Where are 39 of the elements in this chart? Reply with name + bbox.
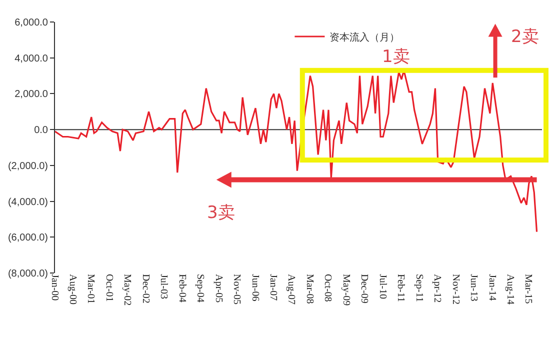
annotation: 1卖 — [382, 47, 410, 67]
y-tick-label: (6,000.0) — [8, 232, 48, 244]
x-tick-label: Mar-15 — [522, 274, 534, 304]
y-tick-label: (4,000.0) — [8, 196, 48, 208]
y-tick-label: 4,000.0 — [14, 53, 48, 64]
x-tick-label: Oct-01 — [103, 274, 114, 302]
x-tick-label: Oct-08 — [322, 274, 334, 302]
x-tick-label: Jul-10 — [376, 274, 388, 299]
x-tick-label: May-09 — [340, 274, 352, 306]
y-tick-label: (2,000.0) — [8, 160, 48, 172]
x-tick-label: Mar-01 — [85, 274, 96, 304]
annotation: 3卖 — [207, 203, 235, 223]
x-tick-label: Jan-00 — [48, 274, 60, 301]
x-tick-label: Jan-07 — [268, 274, 279, 301]
x-tick-label: Jan-14 — [486, 274, 498, 301]
x-tick-label: Dec-09 — [358, 274, 370, 304]
annotation: 2卖 — [511, 27, 539, 47]
y-tick-label: 6,000.0 — [14, 18, 48, 28]
x-tick-label: Mar-08 — [304, 274, 315, 304]
x-tick-label: Aug-00 — [66, 274, 78, 305]
x-tick-label: Aug-14 — [504, 274, 516, 305]
x-tick-label: Dec-02 — [140, 274, 151, 304]
legend-label: 资本流入（月） — [330, 31, 400, 44]
x-tick-label: Jul-03 — [158, 274, 170, 299]
x-tick-label: Sep-11 — [413, 274, 424, 302]
y-tick-label: (8,000.0) — [8, 268, 48, 280]
x-tick-label: Feb-04 — [176, 274, 188, 302]
x-tick-label: Nov-12 — [450, 274, 461, 305]
x-tick-label: Nov-05 — [231, 274, 242, 305]
x-tick-label: May-02 — [122, 274, 133, 306]
x-tick-label: Jun-06 — [249, 274, 260, 302]
x-tick-label: Jun-13 — [468, 274, 480, 302]
x-tick-label: Apr-05 — [212, 274, 224, 303]
x-tick-label: Feb-11 — [395, 274, 406, 302]
y-tick-label: 0.0 — [34, 125, 48, 136]
y-tick-label: 2,000.0 — [14, 89, 48, 100]
x-tick-label: Apr-12 — [432, 274, 443, 303]
x-tick-label: Aug-07 — [286, 274, 297, 305]
x-tick-label: Sep-04 — [194, 274, 206, 302]
